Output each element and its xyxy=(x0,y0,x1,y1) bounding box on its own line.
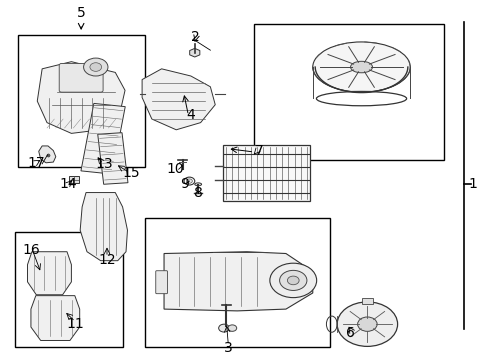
Polygon shape xyxy=(81,103,125,174)
Ellipse shape xyxy=(312,42,409,92)
Polygon shape xyxy=(27,252,71,295)
Text: 8: 8 xyxy=(193,185,202,199)
Text: 14: 14 xyxy=(59,177,77,191)
Text: 5: 5 xyxy=(77,6,85,20)
Bar xyxy=(222,145,310,201)
Polygon shape xyxy=(98,133,128,184)
Bar xyxy=(254,24,444,160)
Text: 11: 11 xyxy=(66,317,84,331)
Ellipse shape xyxy=(194,183,201,186)
Circle shape xyxy=(227,325,236,331)
Text: 13: 13 xyxy=(96,157,113,171)
FancyBboxPatch shape xyxy=(156,271,167,294)
Text: 6: 6 xyxy=(346,327,354,341)
Text: 15: 15 xyxy=(122,166,140,180)
Bar xyxy=(361,298,372,305)
Circle shape xyxy=(90,63,102,71)
Circle shape xyxy=(336,302,397,346)
Text: 1: 1 xyxy=(468,177,476,190)
Text: 7: 7 xyxy=(254,144,263,158)
Text: 16: 16 xyxy=(22,243,40,257)
Bar xyxy=(18,35,144,167)
Polygon shape xyxy=(80,193,127,261)
Polygon shape xyxy=(39,146,56,163)
Text: 9: 9 xyxy=(180,177,189,190)
Bar xyxy=(144,218,329,347)
Text: 10: 10 xyxy=(166,162,183,176)
Circle shape xyxy=(218,324,229,332)
Polygon shape xyxy=(163,252,312,311)
Text: 12: 12 xyxy=(98,253,116,267)
Text: 3: 3 xyxy=(224,341,232,355)
Circle shape xyxy=(287,276,299,285)
Text: 2: 2 xyxy=(191,30,200,44)
FancyBboxPatch shape xyxy=(69,176,79,183)
Circle shape xyxy=(269,263,316,298)
Text: 17: 17 xyxy=(27,156,44,170)
Circle shape xyxy=(83,58,108,76)
Polygon shape xyxy=(37,62,125,134)
Circle shape xyxy=(357,317,376,331)
Bar xyxy=(15,232,122,347)
Circle shape xyxy=(279,270,306,291)
Circle shape xyxy=(186,179,192,183)
Polygon shape xyxy=(142,69,215,130)
Polygon shape xyxy=(31,296,80,341)
Ellipse shape xyxy=(350,61,372,73)
Text: 4: 4 xyxy=(186,108,195,122)
FancyBboxPatch shape xyxy=(59,63,103,92)
